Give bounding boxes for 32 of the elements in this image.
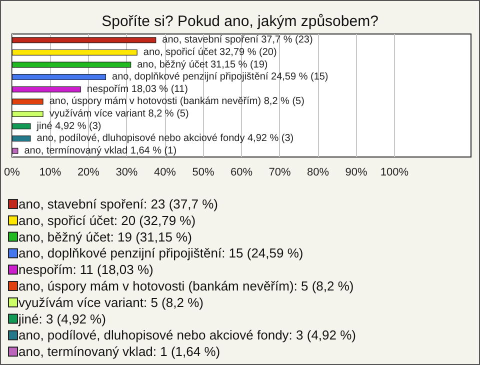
- legend-label: ano, podílové, dluhopisové nebo akciové fondy: 3 (4,92 %): [18, 328, 356, 343]
- chart-title: Spoříte si? Pokud ano, jakým způsobem?: [102, 13, 378, 30]
- x-tick-label: 10%: [39, 166, 62, 178]
- data-label: ano, stavební spoření 37,7 % (23): [162, 34, 313, 46]
- x-tick-label: 30%: [116, 166, 138, 178]
- data-label: ano, termínovaný vklad 1,64 % (1): [24, 145, 177, 156]
- legend-label: jiné: 3 (4,92 %): [18, 311, 106, 326]
- data-label: ano, podílové, dluhopisové nebo akciové fondy 4,92 % (3): [36, 133, 294, 144]
- legend-label: nespořím: 11 (18,03 %): [18, 262, 154, 278]
- x-tick-label: 50%: [192, 166, 214, 178]
- x-tick-label: 80%: [306, 166, 330, 178]
- data-label: ano, úspory mám v hotovosti (bankám nevěřím) 8,2 % (5): [49, 96, 304, 108]
- legend-label: ano, termínovaný vklad: 1 (1,64 %): [18, 344, 220, 360]
- legend-label: ano, stavební spoření: 23 (37,7 %): [18, 196, 218, 212]
- legend-label: ano, běžný účet: 19 (31,15 %): [18, 229, 192, 244]
- legend-label: ano, doplňkové penzijní připojištění: 15 (24,59 %): [18, 246, 304, 261]
- data-label: jiné 4,92 % (3): [36, 120, 102, 132]
- x-tick-label: 20%: [77, 166, 100, 178]
- x-tick-label: 90%: [345, 166, 368, 178]
- x-tick-label: 0%: [4, 166, 20, 178]
- data-label: ano, spořicí účet 32,79 % (20): [143, 46, 277, 58]
- legend-label: ano, spořicí účet: 20 (32,79 %): [18, 212, 196, 228]
- legend-label: ano, úspory mám v hotovosti (bankám nevěřím): 5 (8,2 %): [18, 278, 354, 294]
- data-label: ano, běžný účet 31,15 % (19): [137, 59, 268, 70]
- x-tick-label: 70%: [268, 166, 291, 178]
- x-tick-label: 100%: [380, 166, 409, 178]
- data-label: využívám více variant 8,2 % (5): [49, 108, 189, 120]
- x-tick-label: 60%: [230, 166, 253, 178]
- data-label: nespořím 18,03 % (11): [86, 84, 188, 95]
- data-label: ano, doplňkové penzijní připojištění 24,59 % (15): [112, 72, 328, 83]
- legend-label: využívám více variant: 5 (8,2 %): [18, 294, 204, 310]
- x-tick-label: 40%: [154, 166, 176, 178]
